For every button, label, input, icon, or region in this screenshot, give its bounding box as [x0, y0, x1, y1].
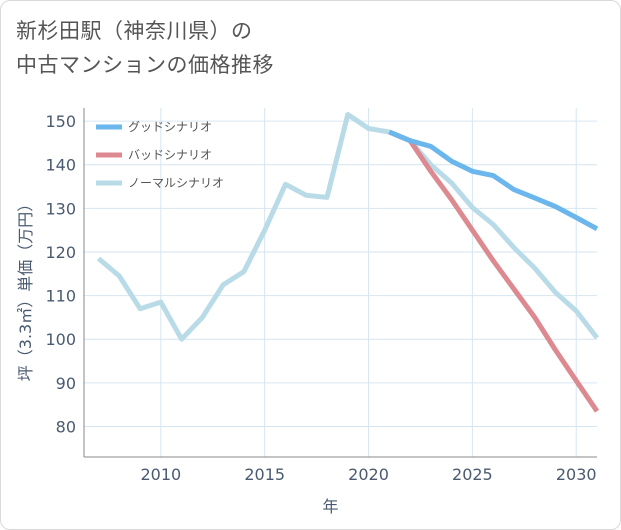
y-tick-label-80: 80: [56, 417, 76, 436]
x-tick-label-2030: 2030: [556, 465, 597, 484]
y-tick-label-90: 90: [56, 374, 76, 393]
x-tick-label-2010: 2010: [140, 465, 181, 484]
y-tick-label-130: 130: [45, 199, 76, 218]
plot-lines: [96, 112, 600, 413]
x-axis-label: 年: [322, 497, 338, 516]
grid: [84, 108, 597, 457]
chart-title-line1: 新杉田駅（神奈川県）の: [16, 19, 253, 43]
y-tick-label-110: 110: [45, 287, 76, 306]
x-tick-label-2025: 2025: [452, 465, 493, 484]
y-tick-label-120: 120: [45, 243, 76, 262]
y-tick-label-140: 140: [45, 156, 76, 175]
x-tick-label-2020: 2020: [348, 465, 389, 484]
chart-title: 新杉田駅（神奈川県）の 中古マンションの価格推移: [16, 14, 436, 82]
legend-label-1: バッドシナリオ: [128, 148, 212, 162]
chart-title-line2: 中古マンションの価格推移: [16, 53, 274, 77]
y-axis-label: 坪（3.3㎡）単価（万円）: [16, 196, 35, 381]
series-line-1: [388, 129, 600, 413]
y-tick-label-150: 150: [45, 112, 76, 131]
tick-labels: 2010 2015 2020 2025 2030 80 90 100 110 120 130 140 1…: [45, 112, 596, 484]
series-line-2: [96, 112, 599, 342]
x-tick-label-2015: 2015: [244, 465, 285, 484]
series-line-0: [388, 129, 599, 231]
legend-label-0: グッドシナリオ: [128, 120, 212, 134]
legend-label-2: ノーマルシナリオ: [128, 176, 224, 190]
axes: [83, 108, 597, 458]
y-tick-label-100: 100: [45, 330, 76, 349]
